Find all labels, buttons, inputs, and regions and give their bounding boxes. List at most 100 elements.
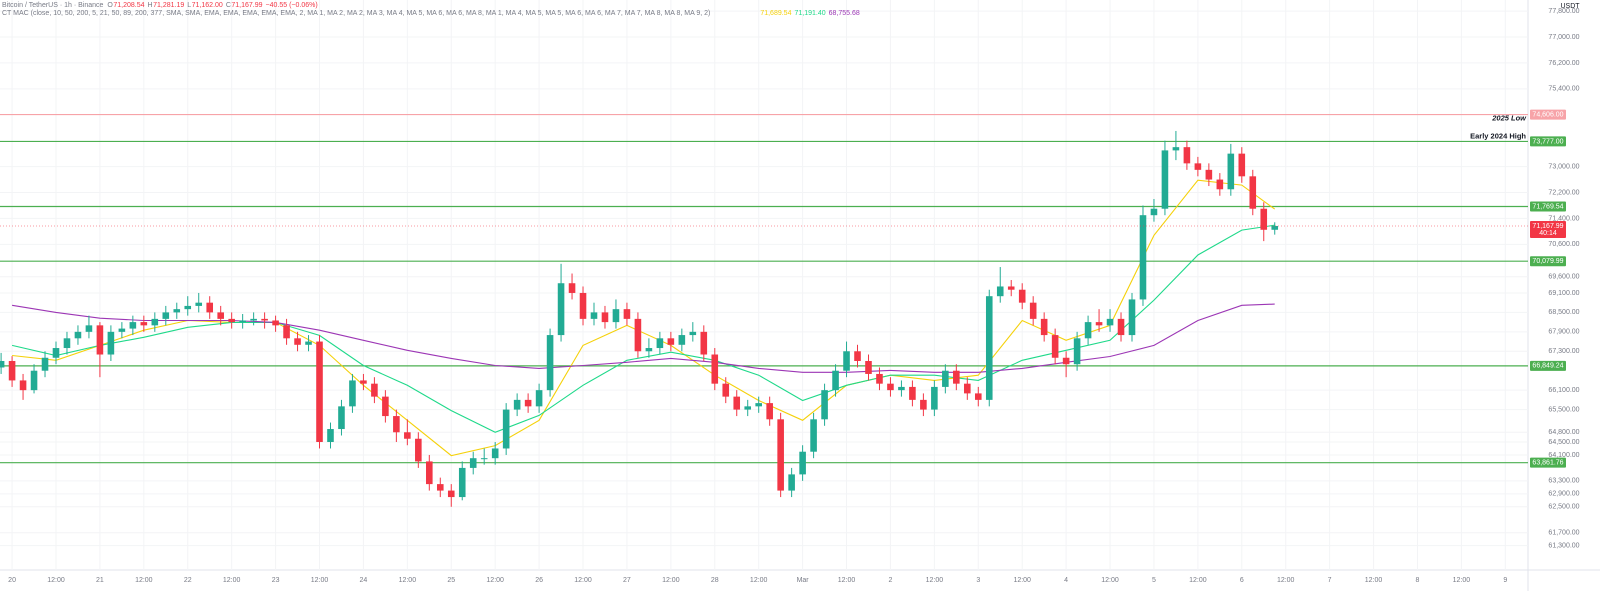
x-tick-label: 26 [535, 577, 543, 584]
ma-line [12, 303, 1275, 373]
candle-body [843, 351, 850, 371]
candle-body [755, 403, 762, 407]
candle-body [316, 341, 323, 442]
y-tick-label: 73,000.00 [1548, 163, 1579, 170]
candle-body [151, 318, 159, 326]
candle-body [1095, 322, 1103, 326]
candle-body [283, 325, 290, 339]
candle-body [579, 292, 587, 319]
candle-body [129, 322, 137, 329]
x-tick-label: 12:00 [926, 577, 944, 584]
level-label: 74,606.00 [1532, 111, 1563, 118]
level-label: 73,777.00 [1532, 138, 1563, 145]
header-text: 71,689.54 [760, 10, 791, 17]
candle-body [1029, 302, 1037, 319]
level-label-bg [1530, 201, 1566, 212]
x-tick-label: 12:00 [1453, 577, 1471, 584]
candle-body [1227, 153, 1235, 190]
candle-body [1117, 318, 1125, 336]
level-label: 66,849.24 [1532, 363, 1563, 370]
candle-body [568, 283, 576, 293]
candle-body [920, 399, 927, 410]
x-tick-label: 12:00 [1365, 577, 1383, 584]
candle-body [480, 458, 488, 460]
y-tick-label: 62,900.00 [1548, 491, 1579, 498]
candle-body [1161, 150, 1169, 209]
x-tick-label: 12:00 [1189, 577, 1207, 584]
candle-body [722, 383, 730, 397]
y-tick-label: 68,500.00 [1548, 309, 1579, 316]
candle-body [41, 357, 49, 371]
x-tick-label: 27 [623, 577, 631, 584]
candle-body [382, 396, 389, 417]
candle-body [711, 354, 719, 384]
candle-body [744, 406, 752, 410]
candle-body [1139, 215, 1147, 300]
level-note: Early 2024 High [1470, 131, 1526, 140]
candle-body [513, 399, 521, 410]
y-tick-label: 61,300.00 [1548, 543, 1579, 550]
candle-body [678, 335, 686, 345]
x-tick-label: 22 [184, 577, 192, 584]
candle-body [1183, 147, 1191, 164]
level-label-bg [1530, 360, 1566, 371]
plot [0, 113, 1528, 507]
candle-body [96, 325, 104, 355]
y-tick-label: 76,200.00 [1548, 60, 1579, 67]
candle-body [415, 438, 422, 462]
x-tick-label: 5 [1152, 577, 1156, 584]
y-tick-label: 64,100.00 [1548, 452, 1579, 459]
x-tick-label: 12:00 [1013, 577, 1031, 584]
candle-body [799, 451, 806, 475]
header-text: 68,755.68 [829, 10, 860, 17]
level-label-bg [1530, 457, 1566, 468]
candle-body [30, 370, 38, 391]
candle-body [524, 399, 532, 407]
y-tick-label: 69,100.00 [1548, 290, 1579, 297]
candle-body [1106, 318, 1114, 326]
candle-body [1216, 179, 1224, 190]
candle-body [1194, 163, 1202, 170]
level-label-bg [1530, 136, 1566, 147]
level-note: 2025 Low [1491, 114, 1527, 123]
x-tick-label: 12:00 [574, 577, 592, 584]
y-tick-label: 70,600.00 [1548, 241, 1579, 248]
header-text: L [187, 2, 191, 9]
candle-body [876, 373, 883, 384]
candle-body [195, 302, 203, 306]
candle-body [349, 380, 356, 407]
ma-line [12, 179, 1276, 457]
level-label-bg [1530, 109, 1566, 120]
candle-body [1205, 169, 1213, 180]
candle-body [1260, 208, 1268, 230]
y-tick-label: 65,500.00 [1548, 406, 1579, 413]
candle-body [1040, 318, 1048, 336]
candle-body [404, 432, 411, 439]
candle-body [667, 338, 675, 345]
candle-body [85, 325, 93, 332]
candle-body [557, 283, 565, 336]
candle-body [250, 318, 257, 321]
x-tick-label: 9 [1503, 577, 1507, 584]
candle-body [964, 383, 971, 394]
candle-body [777, 419, 784, 491]
candle-body [931, 386, 938, 410]
candle-body [228, 318, 235, 323]
x-tick-label: 12:00 [486, 577, 504, 584]
candle-body [426, 461, 433, 485]
candle-body [502, 409, 510, 449]
y-tick-label: 62,500.00 [1548, 504, 1579, 511]
x-tick-label: 7 [1328, 577, 1332, 584]
candle-body [1084, 322, 1092, 339]
y-tick-label: 77,800.00 [1548, 8, 1579, 15]
candle-body [63, 338, 71, 349]
candle-body [162, 312, 170, 319]
candle-body [974, 393, 982, 400]
last-price-bg [1530, 220, 1566, 238]
candle-body [173, 309, 181, 313]
currency: USDT [1560, 3, 1580, 10]
candle-body [8, 360, 16, 381]
header-text: 71,162.00 [192, 2, 223, 9]
